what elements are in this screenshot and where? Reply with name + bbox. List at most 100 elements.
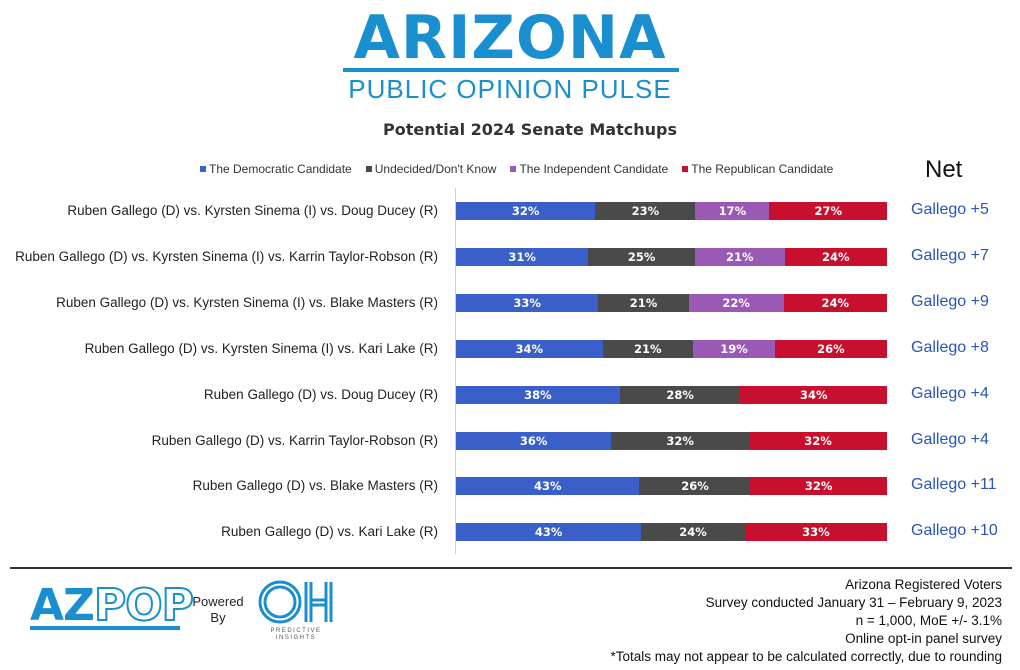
bar-segment-independent: 19% bbox=[693, 339, 775, 358]
bar-segment-independent: 17% bbox=[695, 202, 770, 220]
data-label: 24% bbox=[821, 295, 850, 310]
data-label: 43% bbox=[533, 479, 562, 494]
bar-segment-independent: 21% bbox=[694, 247, 785, 266]
legend-item-republican: The Republican Candidate bbox=[682, 161, 833, 177]
data-label: 25% bbox=[627, 249, 656, 264]
oh-logo-line1: PREDICTIVE bbox=[270, 628, 322, 634]
bar-segment-undecided: 21% bbox=[598, 293, 689, 312]
net-value: Gallego +7 bbox=[911, 246, 989, 264]
data-label: 34% bbox=[515, 341, 544, 356]
data-label: 33% bbox=[802, 525, 830, 540]
row-label: Ruben Gallego (D) vs. Kyrsten Sinema (I)… bbox=[56, 294, 438, 310]
net-value: Gallego +11 bbox=[911, 476, 997, 494]
data-label: 24% bbox=[679, 525, 707, 540]
legend-item-independent: The Independent Candidate bbox=[510, 161, 668, 177]
azpop-logo-az: AZ bbox=[30, 580, 95, 631]
oh-logo-text: PREDICTIVE INSIGHTS bbox=[256, 628, 336, 642]
data-label: 17% bbox=[718, 204, 747, 218]
legend-label-republican: The Republican Candidate bbox=[691, 162, 834, 176]
stacked-bar: 33% 21% 22% 24% bbox=[456, 293, 887, 312]
stacked-bar: 43% 26% 32% bbox=[456, 477, 887, 496]
data-label: 32% bbox=[666, 433, 694, 448]
net-value: Gallego +5 bbox=[911, 201, 989, 218]
bar-segment-republican: 32% bbox=[750, 477, 887, 496]
legend-label-independent: The Independent Candidate bbox=[519, 162, 669, 176]
azpop-logo-underline bbox=[30, 626, 180, 630]
data-label: 43% bbox=[534, 525, 563, 540]
bar-segment-undecided: 25% bbox=[588, 247, 695, 266]
data-label: 34% bbox=[799, 387, 828, 402]
bar-segment-undecided: 23% bbox=[595, 202, 696, 220]
data-label: 24% bbox=[822, 249, 850, 264]
bar-segment-republican: 26% bbox=[774, 339, 887, 358]
row-label: Ruben Gallego (D) vs. Kari Lake (R) bbox=[221, 524, 438, 540]
stacked-bar: 34% 21% 19% 26% bbox=[456, 339, 887, 358]
legend-item-democratic: The Democratic Candidate bbox=[200, 161, 352, 177]
powered-by-text: Powered By bbox=[186, 594, 250, 626]
stacked-bar: 31% 25% 21% 24% bbox=[456, 247, 887, 266]
bar-segment-republican: 32% bbox=[749, 431, 887, 450]
net-value: Gallego +4 bbox=[911, 430, 989, 448]
logo-title: ARIZONA bbox=[353, 3, 667, 73]
bar-segment-republican: 27% bbox=[769, 202, 887, 220]
stacked-bar: 36% 32% 32% bbox=[456, 431, 887, 450]
data-label: 32% bbox=[804, 479, 833, 494]
bar-segment-republican: 33% bbox=[744, 523, 887, 542]
chart-title: Potential 2024 Senate Matchups bbox=[383, 120, 677, 139]
survey-note: Online opt-in panel survey bbox=[845, 631, 1002, 646]
net-value: Gallego +10 bbox=[911, 522, 998, 540]
net-value: Gallego +4 bbox=[911, 384, 989, 402]
row-label: Ruben Gallego (D) vs. Kyrsten Sinema (I)… bbox=[84, 340, 438, 356]
bar-segment-republican: 34% bbox=[740, 385, 887, 404]
data-label: 33% bbox=[513, 295, 541, 310]
powered-by-line1: Powered bbox=[192, 594, 244, 609]
bar-segment-undecided: 21% bbox=[602, 339, 694, 358]
bar-segment-republican: 24% bbox=[784, 247, 887, 266]
bar-segment-undecided: 24% bbox=[641, 523, 745, 542]
data-label: 23% bbox=[631, 204, 660, 218]
bar-segment-democratic: 38% bbox=[456, 385, 620, 404]
row-label: Ruben Gallego (D) vs. Kyrsten Sinema (I)… bbox=[15, 248, 438, 264]
data-label: 36% bbox=[519, 433, 548, 448]
legend-label-democratic: The Democratic Candidate bbox=[209, 162, 352, 176]
legend-item-undecided: Undecided/Don't Know bbox=[365, 161, 496, 177]
survey-note: *Totals may not appear to be calculated … bbox=[610, 649, 1002, 664]
survey-notes: Arizona Registered Voters Survey conduct… bbox=[611, 576, 1002, 666]
data-label: 38% bbox=[524, 387, 552, 402]
survey-note: Survey conducted January 31 – February 9… bbox=[705, 595, 1002, 610]
row-label: Ruben Gallego (D) vs. Karrin Taylor-Robs… bbox=[151, 432, 438, 448]
bar-segment-democratic: 32% bbox=[456, 202, 596, 220]
azpop-logo-pop: POP bbox=[93, 580, 195, 631]
powered-by-line2: By bbox=[210, 610, 226, 625]
data-label: 27% bbox=[814, 204, 842, 218]
stacked-bar: 32% 23% 17% 27% bbox=[456, 202, 887, 220]
oh-logo-line2: INSIGHTS bbox=[275, 635, 317, 641]
oh-predictive-insights-logo-icon bbox=[258, 580, 333, 624]
stacked-bar: 43% 24% 33% bbox=[456, 523, 887, 542]
chart-axis-line bbox=[455, 188, 456, 554]
bar-segment-democratic: 43% bbox=[456, 523, 642, 542]
data-label: 21% bbox=[634, 341, 662, 356]
stacked-bar: 38% 28% 34% bbox=[456, 385, 887, 404]
net-column-header: Net bbox=[925, 156, 963, 183]
data-label: 21% bbox=[725, 249, 754, 264]
data-label: 22% bbox=[722, 295, 750, 310]
bar-segment-democratic: 36% bbox=[456, 431, 612, 450]
data-label: 28% bbox=[666, 387, 694, 402]
legend-swatch-democratic bbox=[200, 166, 206, 172]
data-label: 19% bbox=[720, 341, 748, 356]
footer-divider bbox=[10, 567, 1012, 569]
row-label: Ruben Gallego (D) vs. Doug Ducey (R) bbox=[203, 386, 438, 402]
legend-swatch-republican bbox=[682, 166, 689, 172]
bar-segment-democratic: 34% bbox=[456, 339, 603, 358]
bar-segment-democratic: 43% bbox=[456, 477, 640, 496]
bar-segment-undecided: 32% bbox=[611, 431, 750, 450]
bar-segment-undecided: 28% bbox=[619, 385, 741, 404]
data-label: 26% bbox=[817, 341, 845, 356]
survey-note: n = 1,000, MoE +/- 3.1% bbox=[855, 613, 1002, 628]
data-label: 32% bbox=[804, 433, 832, 448]
row-label: Ruben Gallego (D) vs. Blake Masters (R) bbox=[192, 478, 438, 494]
row-label: Ruben Gallego (D) vs. Kyrsten Sinema (I)… bbox=[67, 203, 438, 218]
data-label: 26% bbox=[681, 479, 709, 494]
bar-segment-independent: 22% bbox=[688, 293, 784, 312]
